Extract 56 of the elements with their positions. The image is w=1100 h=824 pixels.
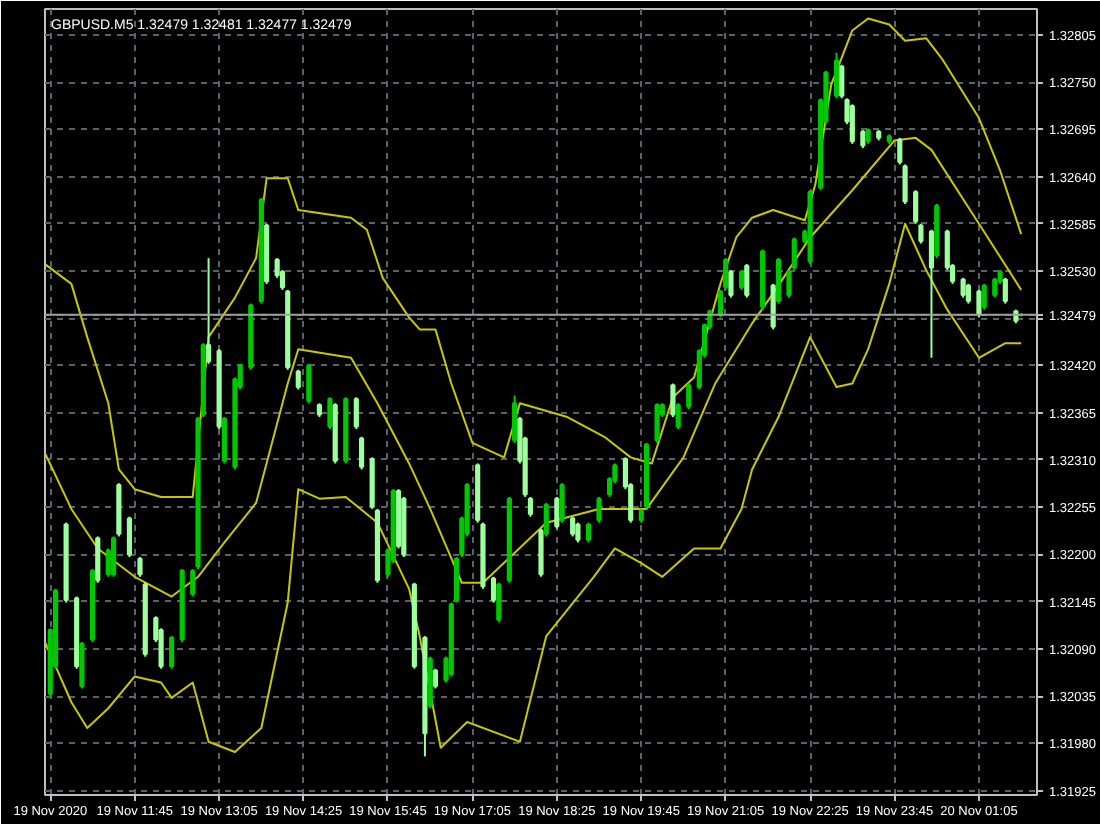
candlestick (169, 635, 175, 670)
candlestick (728, 269, 734, 299)
candlestick (554, 495, 560, 530)
candlestick (79, 641, 85, 690)
candlestick (791, 236, 797, 272)
candlestick (205, 257, 212, 365)
candlestick (453, 556, 460, 604)
candlestick (543, 501, 549, 538)
candlestick (359, 435, 365, 471)
candlestick (369, 456, 375, 510)
candlestick (126, 515, 133, 559)
candlestick (976, 288, 982, 319)
candlestick (496, 581, 502, 624)
candlestick (965, 282, 971, 305)
candlestick (490, 575, 497, 604)
candlestick (833, 51, 840, 100)
candlestick (860, 129, 866, 150)
candlestick (849, 103, 855, 145)
candlestick (744, 263, 750, 299)
candlestick (738, 269, 745, 291)
candlestick (527, 495, 534, 518)
candlestick (327, 396, 333, 431)
candlestick (306, 362, 312, 405)
candlestick (538, 527, 544, 578)
line-series (45, 17, 1023, 498)
candlestick (427, 655, 433, 710)
candlestick (775, 257, 782, 305)
candlestick (111, 535, 117, 578)
candlestick (95, 535, 101, 584)
candlestick (723, 257, 729, 291)
candlestick (770, 282, 776, 331)
candlestick (928, 228, 935, 359)
candlestick (1002, 276, 1008, 305)
candlestick (675, 402, 681, 431)
candlestick (839, 63, 845, 100)
candlestick (717, 288, 723, 319)
candlestick (596, 495, 602, 524)
candlestick (686, 382, 692, 411)
candlestick (670, 382, 676, 419)
candlestick (221, 416, 227, 465)
candlestick (902, 163, 908, 205)
candlestick (992, 276, 998, 299)
candlestick (353, 396, 359, 431)
candlestick (786, 269, 792, 299)
line-series (45, 222, 1023, 754)
candlestick (913, 189, 919, 225)
line-series (45, 136, 1023, 598)
candlestick (190, 568, 196, 598)
candlestick (512, 394, 518, 444)
candlestick (295, 368, 301, 391)
candlestick (897, 136, 903, 166)
candlestick (137, 556, 143, 578)
candlestick (981, 282, 987, 311)
candlestick (654, 402, 660, 444)
candlestick (559, 482, 565, 524)
candlestick (960, 276, 966, 299)
